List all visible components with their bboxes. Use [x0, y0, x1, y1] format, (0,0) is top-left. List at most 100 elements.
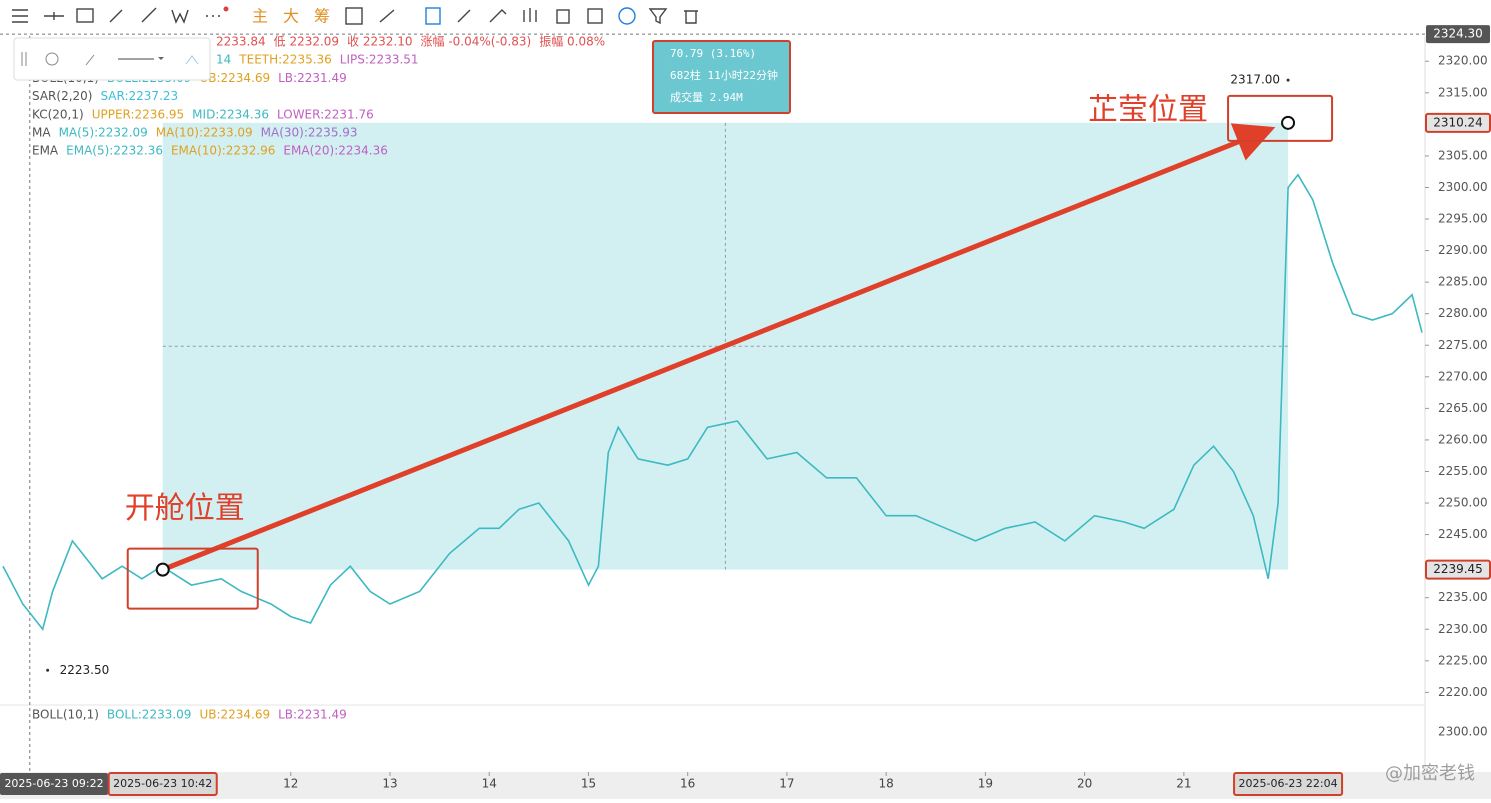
y-tick-label: 2275.00: [1438, 338, 1488, 352]
start-box: [126, 547, 259, 610]
x-tick-label: 13: [382, 777, 397, 791]
y-tick-label: 2280.00: [1438, 306, 1488, 320]
y-tick-label: 2265.00: [1438, 401, 1488, 415]
indicator-text: LB:2231.49: [278, 71, 347, 85]
magnet-icon[interactable]: [618, 7, 636, 25]
time-tag-label: 2025-06-23 09:22: [4, 777, 103, 790]
dropdown[interactable]: [158, 57, 164, 60]
toolbar-button[interactable]: 大: [283, 7, 299, 26]
x-tick-label: 20: [1077, 777, 1092, 791]
setting-icon[interactable]: [185, 55, 199, 65]
indicator-text: LOWER:2231.76: [277, 107, 374, 121]
price-tag-label: 2310.24: [1433, 115, 1483, 129]
indicator-text: MA: [32, 126, 51, 140]
time-tag: [107, 772, 218, 796]
candle-icon[interactable]: [523, 8, 537, 22]
y-tick-label: 2250.00: [1438, 496, 1488, 510]
y-tick-label: 2235.00: [1438, 590, 1488, 604]
price-axis: [1425, 36, 1491, 776]
y-tick-label: 2230.00: [1438, 622, 1488, 636]
lock-icon[interactable]: [556, 9, 570, 24]
x-tick-label: 21: [1176, 777, 1191, 791]
extreme-point: [46, 668, 50, 672]
time-tag-label: 2025-06-23 10:42: [113, 777, 212, 790]
indicator-text: KC(20,1): [32, 107, 84, 121]
indicator-text: MA(5):2232.09: [59, 126, 148, 140]
pen-icon[interactable]: [489, 9, 507, 23]
trash-icon[interactable]: [684, 10, 698, 24]
indicator-text: 2233.84: [216, 35, 266, 49]
overlay-layer: [13, 37, 211, 81]
plot-layer: 2220.002225.002230.002235.002240.002245.…: [0, 25, 1491, 799]
y-tick-label: 2225.00: [1438, 653, 1488, 667]
copy-icon[interactable]: [425, 7, 441, 25]
indicator-text: LB:2231.49: [278, 708, 347, 722]
price-tag-label: 2239.45: [1433, 562, 1483, 576]
indicator-text: MA(10):2233.09: [156, 126, 253, 140]
filter-icon[interactable]: [648, 8, 668, 25]
replay-icon[interactable]: [345, 7, 363, 25]
extreme-label: 2317.00: [1230, 73, 1280, 87]
y-tick-label: 2245.00: [1438, 527, 1488, 541]
note-icon[interactable]: [587, 8, 603, 24]
indicator-text: 收 2232.10: [347, 35, 412, 49]
line-icon[interactable]: [141, 7, 157, 23]
y-tick-label: 2290.00: [1438, 243, 1488, 257]
drag-handle[interactable]: [21, 52, 27, 66]
indicator-text: EMA: [32, 144, 59, 158]
wave-icon[interactable]: [171, 9, 189, 24]
toolbar: [0, 0, 1491, 32]
ruler-icon[interactable]: [109, 9, 123, 23]
rect-icon[interactable]: [76, 8, 94, 23]
x-tick-label: 12: [283, 777, 298, 791]
toolbar-icons: [12, 7, 698, 25]
erase-icon[interactable]: [379, 9, 395, 23]
indicator-text: 低 2232.09: [274, 35, 339, 49]
y-tick-label: 2320.00: [1438, 54, 1488, 68]
toolbar-button[interactable]: 筹: [314, 7, 330, 26]
indicator-text: BOLL:2233.09: [107, 708, 192, 722]
style-icon[interactable]: [45, 52, 59, 66]
x-tick-label: 16: [680, 777, 695, 791]
time-tag-label: 2025-06-23 22:04: [1238, 777, 1337, 790]
time-tag: [1233, 772, 1344, 796]
measure-info: 70.79 (3.16%): [670, 47, 756, 60]
price-tag-label: 2324.30: [1433, 27, 1483, 41]
y-tick-label: 2300.00: [1438, 180, 1488, 194]
x-tick-label: 17: [779, 777, 794, 791]
price-tag: [1425, 112, 1491, 133]
y-tick-label: 2270.00: [1438, 369, 1488, 383]
price-line: [2, 173, 1423, 632]
indicator-text: UPPER:2236.95: [92, 107, 184, 121]
y-tick-label: 2260.00: [1438, 432, 1488, 446]
price-tag: [1425, 559, 1491, 580]
toolbar-button[interactable]: 主: [252, 7, 268, 26]
time-tag: [0, 773, 108, 795]
position-point: [1281, 115, 1296, 130]
menu-icon[interactable]: [12, 9, 28, 23]
indicator-text: SAR(2,20): [32, 89, 92, 103]
y-tick-label: 2315.00: [1438, 85, 1488, 99]
indicator-text: 涨幅 -0.04%(-0.83): [421, 34, 532, 49]
notify-dot: [223, 6, 229, 12]
toolbar-buttons: 主大筹: [252, 7, 330, 26]
y-tick-label: 2295.00: [1438, 212, 1488, 226]
measure-info-box: [652, 40, 791, 114]
indicator-text: 14: [216, 53, 231, 67]
indicator-text: EMA(10):2232.96: [171, 144, 275, 158]
color-icon[interactable]: [85, 54, 95, 66]
position-point: [155, 562, 170, 577]
indicator-text: BOLL(10,1): [32, 708, 99, 722]
hline-icon[interactable]: [44, 12, 64, 20]
y-tick-label: 2255.00: [1438, 464, 1488, 478]
end-box: [1227, 94, 1334, 142]
indicator-text: TEETH:2235.36: [238, 53, 332, 67]
link-icon[interactable]: [457, 9, 471, 23]
extreme-label: 2223.50: [60, 663, 110, 677]
watermark: @加密老钱: [1385, 763, 1475, 784]
x-tick-label: 19: [978, 777, 993, 791]
y-tick-label: 2220.00: [1438, 685, 1488, 699]
indicator-text: MA(30):2235.93: [261, 126, 358, 140]
